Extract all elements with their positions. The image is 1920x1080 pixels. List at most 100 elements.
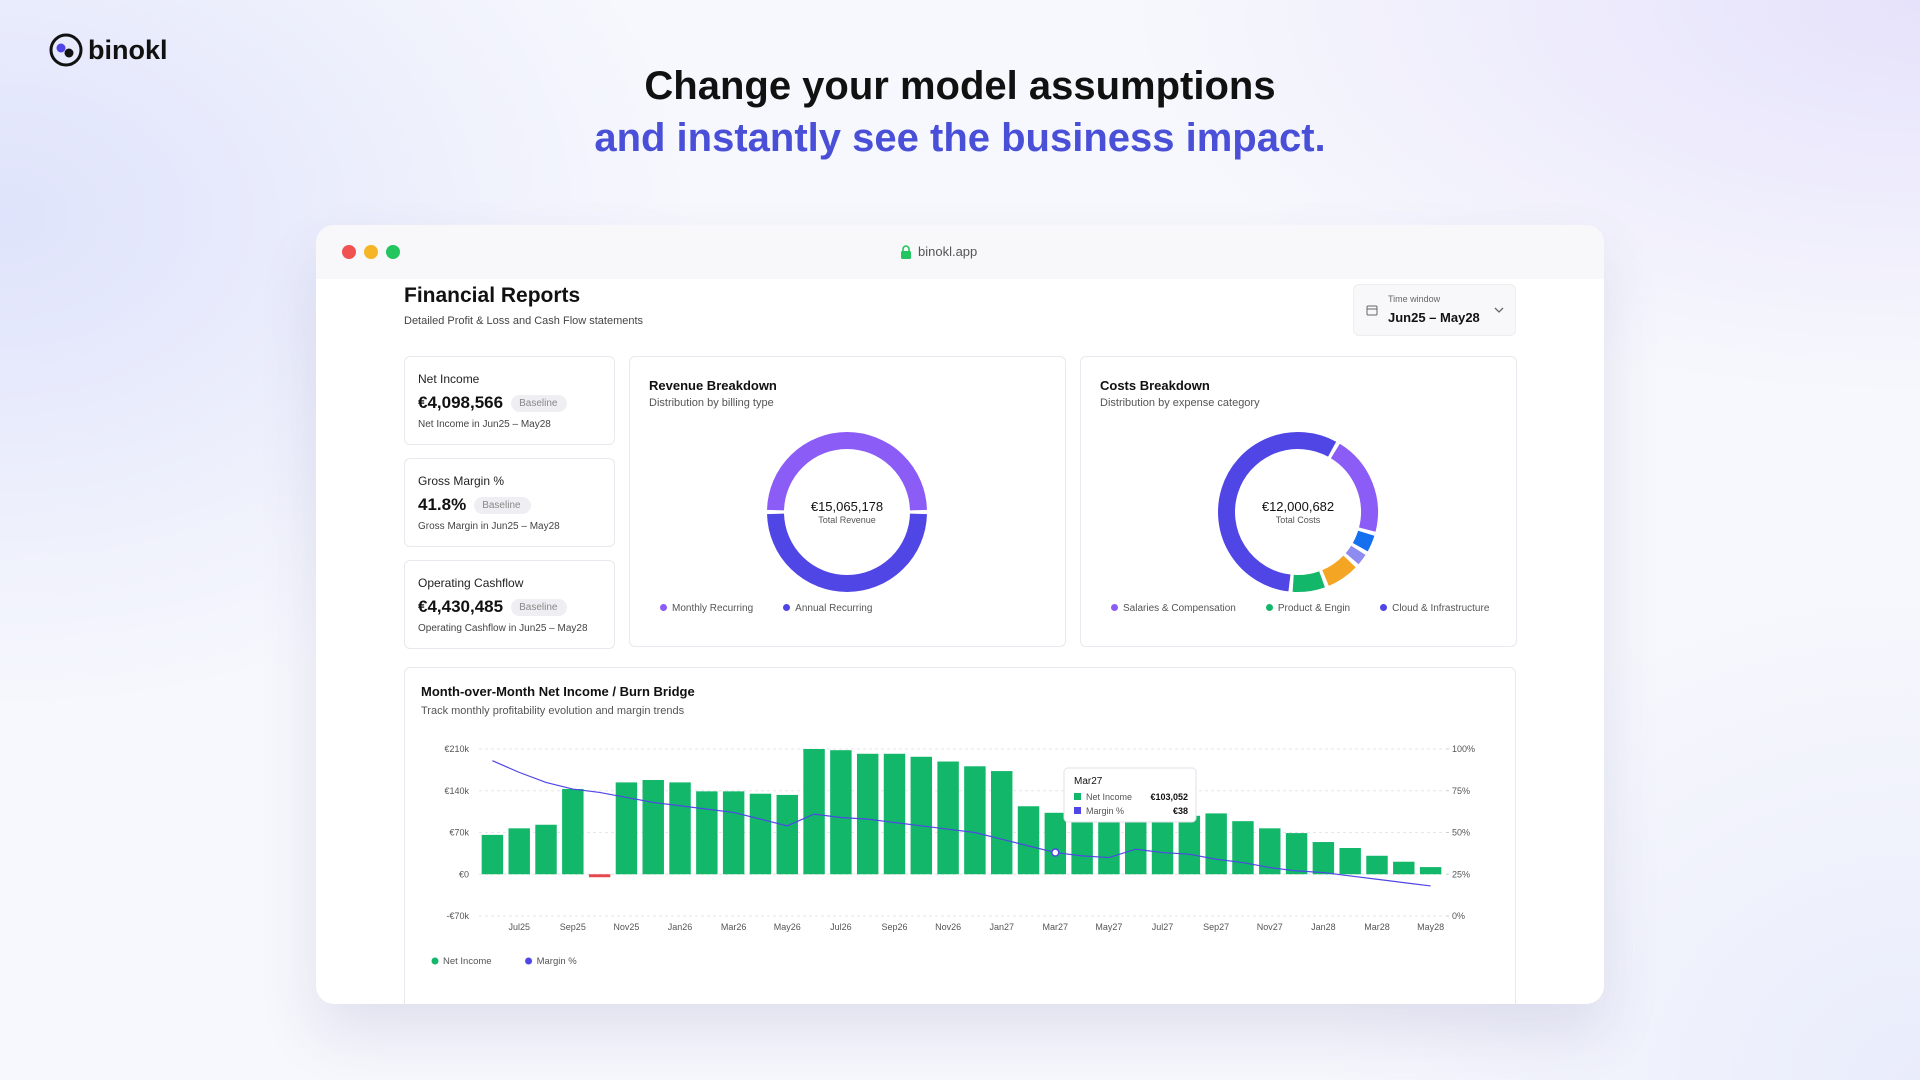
tooltip-swatch: [1074, 793, 1081, 800]
kpi-note: Operating Cashflow in Jun25 – May28: [418, 623, 588, 634]
legend: Salaries & Compensation Product & Engin Cl…: [1111, 603, 1489, 614]
donut-center-label: Total Costs: [1276, 515, 1321, 525]
kpi-row: €4,430,485 Baseline: [418, 597, 568, 617]
bar: [642, 780, 664, 875]
legend: Monthly Recurring Annual Recurring: [660, 603, 872, 614]
chart-subtitle: Distribution by billing type: [649, 397, 774, 409]
bar: [1017, 806, 1040, 875]
donut-segment: [1345, 545, 1366, 565]
bar: [481, 834, 504, 875]
donut-segment: [1218, 432, 1337, 592]
bridge-chart: Month-over-Month Net Income / Burn Bridg…: [421, 684, 1475, 967]
tooltip-value: €38: [1173, 806, 1188, 816]
bar: [1259, 828, 1281, 875]
minimize-button[interactable]: [364, 245, 378, 259]
revenue-card: Revenue Breakdown Distribution by billing…: [629, 356, 1066, 647]
maximize-button[interactable]: [386, 245, 400, 259]
donut-center-value: €15,065,178: [811, 499, 883, 514]
kpi-badge: Baseline: [474, 496, 531, 514]
margin-line: [492, 760, 1431, 887]
donut-segment: [1292, 571, 1325, 592]
legend-item: Salaries & Compensation: [1111, 603, 1236, 614]
url-bar[interactable]: binokl.app: [900, 244, 977, 259]
donut-center-label: Total Revenue: [818, 515, 876, 525]
lock-icon: [901, 244, 911, 259]
legend-item: Monthly Recurring: [660, 603, 753, 614]
bar: [830, 750, 852, 875]
x-tick-label: May27: [1095, 922, 1122, 932]
chart-title: Revenue Breakdown: [649, 378, 777, 393]
bar: [1419, 867, 1442, 875]
page-subtitle: Detailed Profit & Loss and Cash Flow sta…: [404, 315, 644, 327]
bar: [749, 793, 772, 875]
bar: [1098, 816, 1120, 875]
y-tick-label: €70k: [449, 828, 469, 838]
legend-item: Annual Recurring: [783, 603, 872, 614]
y2-tick-label: 0%: [1452, 911, 1465, 921]
bar: [1178, 815, 1201, 875]
bar: [535, 824, 557, 875]
tooltip-box: [1063, 767, 1197, 823]
kpi-row: 41.8% Baseline: [418, 495, 531, 515]
brand[interactable]: binokl: [48, 32, 168, 68]
bar: [910, 756, 933, 875]
brand-logo: [49, 33, 83, 67]
y2-tick-label: 100%: [1452, 744, 1475, 754]
kpi-card: Gross Margin % 41.8% Baseline Gross Margin …: [404, 458, 615, 547]
y2-tick-label: 50%: [1452, 828, 1470, 838]
bar: [856, 753, 879, 875]
bar: [508, 828, 530, 875]
bar: [803, 749, 825, 875]
brand-name: binokl: [88, 34, 168, 65]
legend-item: Product & Engin: [1266, 603, 1350, 614]
kpi-value: €4,430,485: [418, 597, 504, 616]
donut-segment: [1352, 530, 1375, 552]
y-tick-label: €140k: [444, 786, 469, 796]
tooltip-title: Mar27: [1074, 776, 1103, 787]
x-tick-label: Mar28: [1364, 922, 1390, 932]
legend-item: Cloud & Infrastructure: [1380, 603, 1489, 614]
close-button[interactable]: [342, 245, 356, 259]
kpi-note: Net Income in Jun25 – May28: [418, 419, 551, 430]
chart-title: Month-over-Month Net Income / Burn Bridg…: [421, 684, 695, 699]
donut-center-value: €12,000,682: [1262, 499, 1334, 514]
bar: [883, 753, 906, 875]
bridge-card: Month-over-Month Net Income / Burn Bridg…: [404, 667, 1516, 1004]
tooltip-value: €103,052: [1150, 792, 1188, 802]
bar: [964, 766, 986, 875]
bar: [776, 794, 798, 875]
time-window-select[interactable]: Time window Jun25 – May28: [1353, 284, 1516, 336]
bar: [1312, 842, 1335, 875]
y-tick-label: €210k: [444, 744, 469, 754]
bar: [1125, 813, 1147, 875]
bar: [562, 788, 584, 875]
donut-segment: [1321, 555, 1356, 586]
kpi-value: 41.8%: [418, 495, 467, 514]
donut-segment: [767, 432, 927, 511]
hover-point: [1051, 848, 1060, 857]
x-tick-label: Mar27: [1043, 922, 1069, 932]
headline-accent: and instantly see the business impact.: [594, 116, 1326, 160]
bar: [1071, 812, 1093, 875]
x-tick-label: Sep27: [1203, 922, 1229, 932]
bar: [696, 791, 718, 875]
legend-item: Net Income: [443, 956, 492, 967]
y2-tick-label: 75%: [1452, 786, 1470, 796]
browser-topbar: binokl.app: [316, 225, 1604, 279]
bar: [1339, 848, 1361, 875]
costs-card: Costs Breakdown Distribution by expense c…: [1080, 356, 1517, 647]
kpi-row: €4,098,566 Baseline: [418, 393, 568, 413]
time-window-value: Jun25 – May28: [1388, 310, 1480, 325]
kpi-card: Operating Cashflow €4,430,485 Baseline Oper…: [404, 560, 615, 649]
tooltip-swatch: [1074, 807, 1081, 814]
legend-swatch: [431, 957, 439, 965]
bar: [1366, 855, 1388, 875]
bar: [615, 782, 638, 875]
bar: [1151, 814, 1174, 875]
legend-swatch: [525, 957, 533, 965]
x-tick-label: Sep25: [560, 922, 586, 932]
x-tick-label: Nov27: [1257, 922, 1283, 932]
